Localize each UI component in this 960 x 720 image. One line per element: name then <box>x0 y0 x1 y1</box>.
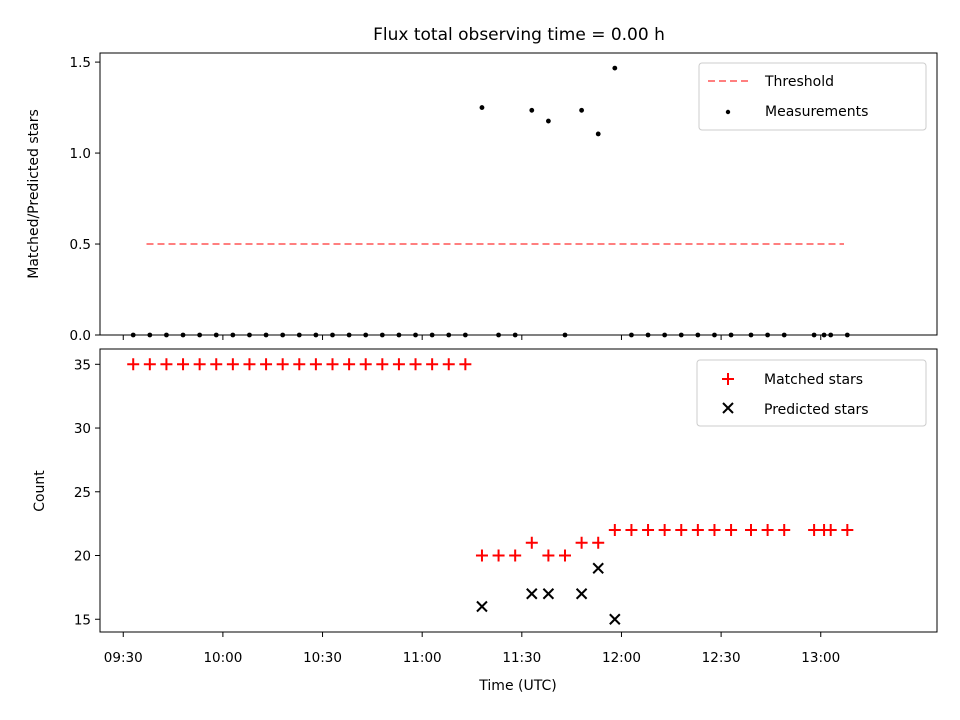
predicted-star-point <box>609 613 621 625</box>
top-y-axis-label: Matched/Predicted stars <box>26 109 42 279</box>
matched-star-point <box>226 358 239 371</box>
top-legend-box <box>698 62 927 131</box>
legend-predicted-label: Predicted stars <box>764 402 869 418</box>
top-y-tick-label: 1.0 <box>70 146 91 162</box>
matched-star-point <box>177 358 190 371</box>
measurement-point <box>612 65 618 71</box>
x-tick-label: 09:30 <box>104 650 143 666</box>
matched-star-point <box>575 536 588 549</box>
matched-star-point <box>708 524 721 537</box>
measurement-point <box>479 105 485 110</box>
matched-star-point <box>608 524 621 537</box>
bottom-y-tick-label: 25 <box>74 485 91 501</box>
matched-star-point <box>675 524 688 537</box>
matched-star-point <box>824 524 837 537</box>
matched-star-point <box>509 549 522 562</box>
top-y-tick-label: 0.5 <box>70 237 91 253</box>
matched-star-point <box>359 358 372 371</box>
matched-star-point <box>475 549 488 562</box>
matched-star-point <box>691 524 704 537</box>
top-y-tick-label: 1.5 <box>70 55 91 71</box>
matched-star-point <box>459 358 472 371</box>
measurement-point <box>595 131 601 137</box>
matched-star-point <box>260 358 273 371</box>
x-tick-label: 12:30 <box>702 650 741 666</box>
top-legend: Threshold Measurements <box>698 62 927 131</box>
predicted-star-point <box>526 588 538 600</box>
matched-star-point <box>426 358 439 371</box>
bottom-axes-frame <box>99 348 938 633</box>
top-panel: Flux total observing time = 0.00 h 0.00.… <box>26 25 938 344</box>
bottom-legend: Matched stars Predicted stars <box>696 359 927 427</box>
matched-star-point <box>559 549 571 562</box>
matched-star-point <box>160 358 173 371</box>
matched-star-point <box>745 524 757 537</box>
chart-title: Flux total observing time = 0.00 h <box>373 25 665 45</box>
matched-star-point <box>492 549 505 562</box>
x-tick-label: 11:30 <box>502 650 541 666</box>
bottom-y-tick-label: 15 <box>74 612 91 628</box>
matched-star-point <box>376 358 389 371</box>
predicted-star-point <box>542 588 555 600</box>
bottom-marks <box>127 358 854 625</box>
matched-star-point <box>243 358 256 371</box>
matched-star-point <box>658 524 671 537</box>
top-y-axis: 0.0 0.5 1.0 1.5 <box>70 55 100 344</box>
measurement-point <box>529 107 535 113</box>
x-tick-label: 10:30 <box>303 650 342 666</box>
bottom-x-axis: 09:30 10:00 10:30 11:00 11:30 12:00 12:30 13:00 <box>104 632 840 666</box>
x-tick-label: 12:00 <box>602 650 641 666</box>
bottom-y-tick-label: 20 <box>74 549 91 565</box>
matched-star-point <box>761 524 774 537</box>
top-x-ticks <box>122 335 822 340</box>
matched-star-point <box>309 358 322 371</box>
predicted-star-point <box>575 588 588 600</box>
top-y-tick-label: 0.0 <box>70 328 91 344</box>
bottom-y-axis-label: Count <box>32 470 48 512</box>
legend-matched-swatch <box>722 373 734 385</box>
x-axis-label: Time (UTC) <box>478 678 556 694</box>
bottom-legend-box <box>696 359 927 427</box>
measurement-point <box>545 118 551 124</box>
matched-star-point <box>592 536 605 549</box>
x-tick-label: 10:00 <box>203 650 242 666</box>
matched-star-point <box>276 358 289 371</box>
matched-star-point <box>542 549 555 562</box>
matched-star-point <box>343 358 356 371</box>
top-axes-frame <box>99 52 938 336</box>
measurement-point <box>579 107 585 113</box>
matched-star-point <box>525 536 538 549</box>
predicted-star-point <box>592 562 604 574</box>
matched-star-point <box>642 524 655 537</box>
matched-star-point <box>725 524 738 537</box>
matched-star-point <box>442 358 455 371</box>
matched-star-point <box>409 358 422 371</box>
matched-star-point <box>841 524 854 537</box>
legend-threshold-label: Threshold <box>764 74 834 90</box>
matched-star-point <box>193 358 206 371</box>
bottom-y-axis: 15 20 25 30 35 <box>74 357 100 628</box>
matched-star-point <box>625 524 638 537</box>
matched-star-point <box>778 524 791 537</box>
bottom-y-tick-label: 35 <box>74 357 91 373</box>
bottom-panel: 15 20 25 30 35 09:30 10:00 10:30 11:00 11:30 12:0… <box>32 348 938 694</box>
bottom-y-tick-label: 30 <box>74 421 91 437</box>
x-tick-label: 11:00 <box>403 650 442 666</box>
matched-star-point <box>127 358 140 371</box>
predicted-star-point <box>476 600 488 613</box>
legend-matched-label: Matched stars <box>764 372 863 388</box>
matched-star-point <box>326 358 339 371</box>
matched-star-point <box>392 358 405 371</box>
x-tick-label: 13:00 <box>801 650 840 666</box>
matched-star-point <box>293 358 306 371</box>
legend-measurements-swatch <box>725 109 731 115</box>
matched-star-point <box>143 358 156 371</box>
matched-star-point <box>210 358 223 371</box>
legend-measurements-label: Measurements <box>765 104 868 120</box>
legend-predicted-swatch <box>722 402 734 414</box>
